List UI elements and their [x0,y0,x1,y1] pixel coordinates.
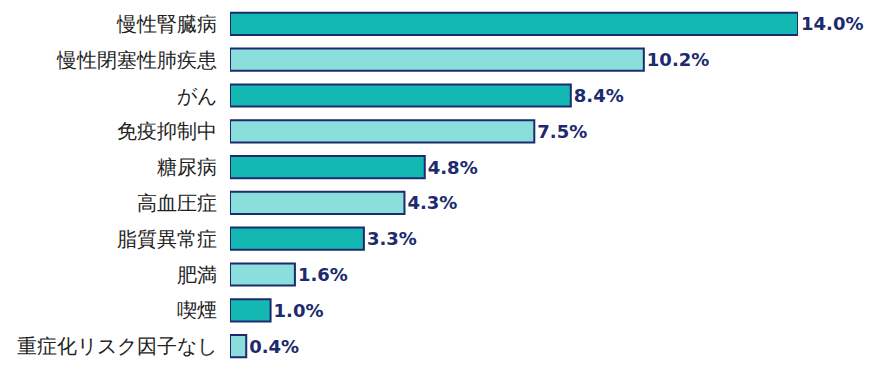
svg-text:1.0%: 1.0% [274,300,324,321]
svg-text:4.8%: 4.8% [428,157,478,178]
svg-text:8.4%: 8.4% [574,85,624,106]
svg-text:喫煙: 喫煙 [177,298,217,322]
svg-text:肥満: 肥満 [177,263,217,287]
svg-text:高血圧症: 高血圧症 [137,191,217,215]
svg-text:1.6%: 1.6% [298,264,348,285]
svg-text:慢性腎臓病: 慢性腎臓病 [116,12,217,36]
svg-text:10.2%: 10.2% [647,49,709,70]
svg-text:慢性閉塞性肺疾患: 慢性閉塞性肺疾患 [56,48,217,72]
svg-text:重症化リスク因子なし: 重症化リスク因子なし [17,334,217,358]
svg-text:免疫抑制中: 免疫抑制中 [117,119,217,143]
svg-text:脂質異常症: 脂質異常症 [117,227,217,251]
svg-text:7.5%: 7.5% [537,121,587,142]
svg-text:がん: がん [177,84,217,108]
svg-text:4.3%: 4.3% [407,192,457,213]
svg-text:糖尿病: 糖尿病 [157,155,217,179]
svg-text:3.3%: 3.3% [367,228,417,249]
svg-text:0.4%: 0.4% [249,336,299,357]
svg-text:14.0%: 14.0% [801,13,863,34]
